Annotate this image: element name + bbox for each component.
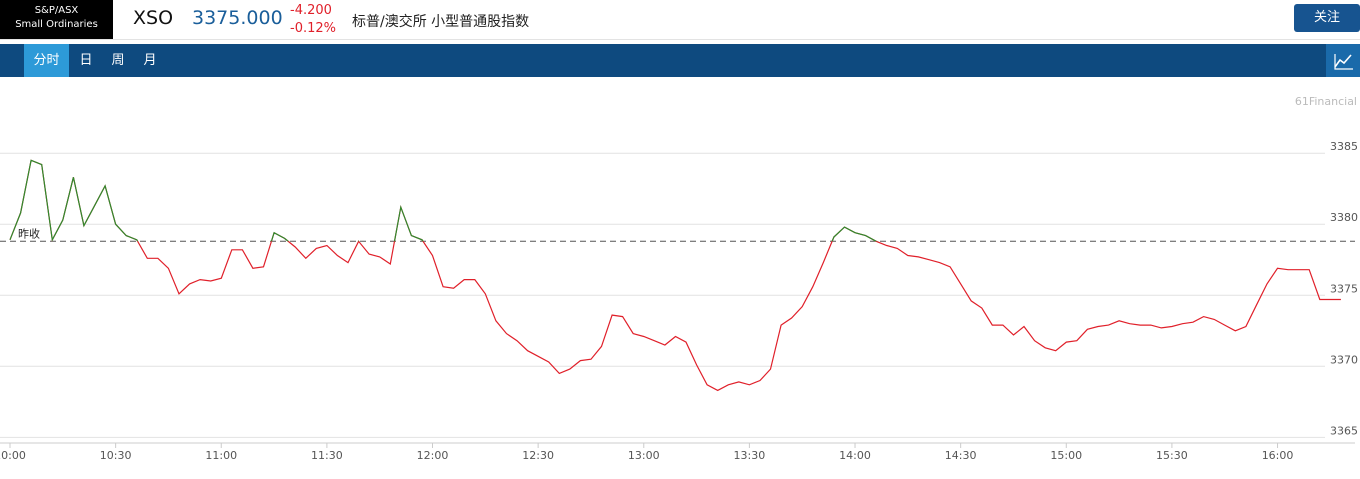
follow-button[interactable]: 关注: [1294, 4, 1360, 32]
x-tick-label: 14:00: [839, 449, 871, 462]
index-logo: S&P/ASX Small Ordinaries: [0, 0, 113, 39]
x-tick-label: 11:30: [311, 449, 343, 462]
logo-line: S&P/ASX: [34, 5, 79, 16]
x-tick-label: 12:00: [417, 449, 449, 462]
x-tick-label: 12:30: [522, 449, 554, 462]
reference-label: 昨收: [18, 226, 40, 240]
change-box: -4.200 -0.12%: [290, 2, 336, 38]
price: 3375.000: [192, 7, 283, 29]
chart: 61Financial 3365 3370 3375 3380 3385 10:00 10:…: [0, 95, 1358, 462]
y-tick-label: 3385: [1330, 140, 1358, 153]
watermark: 61Financial: [1295, 95, 1357, 108]
x-tick-label: 15:30: [1156, 449, 1188, 462]
y-tick-label: 3380: [1330, 211, 1358, 224]
x-tick-label: 13:30: [734, 449, 766, 462]
x-tick-label: 11:00: [205, 449, 237, 462]
x-tick-label: 10:00: [0, 449, 26, 462]
price-line: [9, 159, 1341, 392]
x-tick-label: 13:00: [628, 449, 660, 462]
y-tick-label: 3375: [1330, 282, 1358, 295]
tab[interactable]: 分时: [24, 44, 69, 77]
tab[interactable]: 日: [79, 53, 93, 68]
tab[interactable]: 月: [143, 53, 157, 68]
y-tick-label: 3365: [1330, 424, 1358, 437]
x-tick-label: 10:30: [100, 449, 132, 462]
x-tick-label: 15:00: [1050, 449, 1082, 462]
tab-bar: 分时 日 周 月: [0, 44, 1360, 77]
x-tick-label: 14:30: [945, 449, 977, 462]
change: -4.200: [290, 3, 332, 18]
tab[interactable]: 周: [111, 53, 125, 68]
chart-icon: [1334, 54, 1353, 70]
price-line-above: [9, 159, 878, 242]
chart-icon-button[interactable]: [1326, 44, 1360, 77]
index-name: 标普/澳交所 小型普通股指数: [352, 14, 530, 30]
change-percent: -0.12%: [290, 21, 336, 36]
logo-line: Small Ordinaries: [15, 19, 98, 30]
symbol: XSO: [133, 7, 174, 29]
y-tick-label: 3370: [1330, 353, 1358, 366]
header: S&P/ASX Small Ordinaries XSO 3375.000 -4…: [0, 0, 1360, 40]
x-tick-label: 16:00: [1262, 449, 1294, 462]
